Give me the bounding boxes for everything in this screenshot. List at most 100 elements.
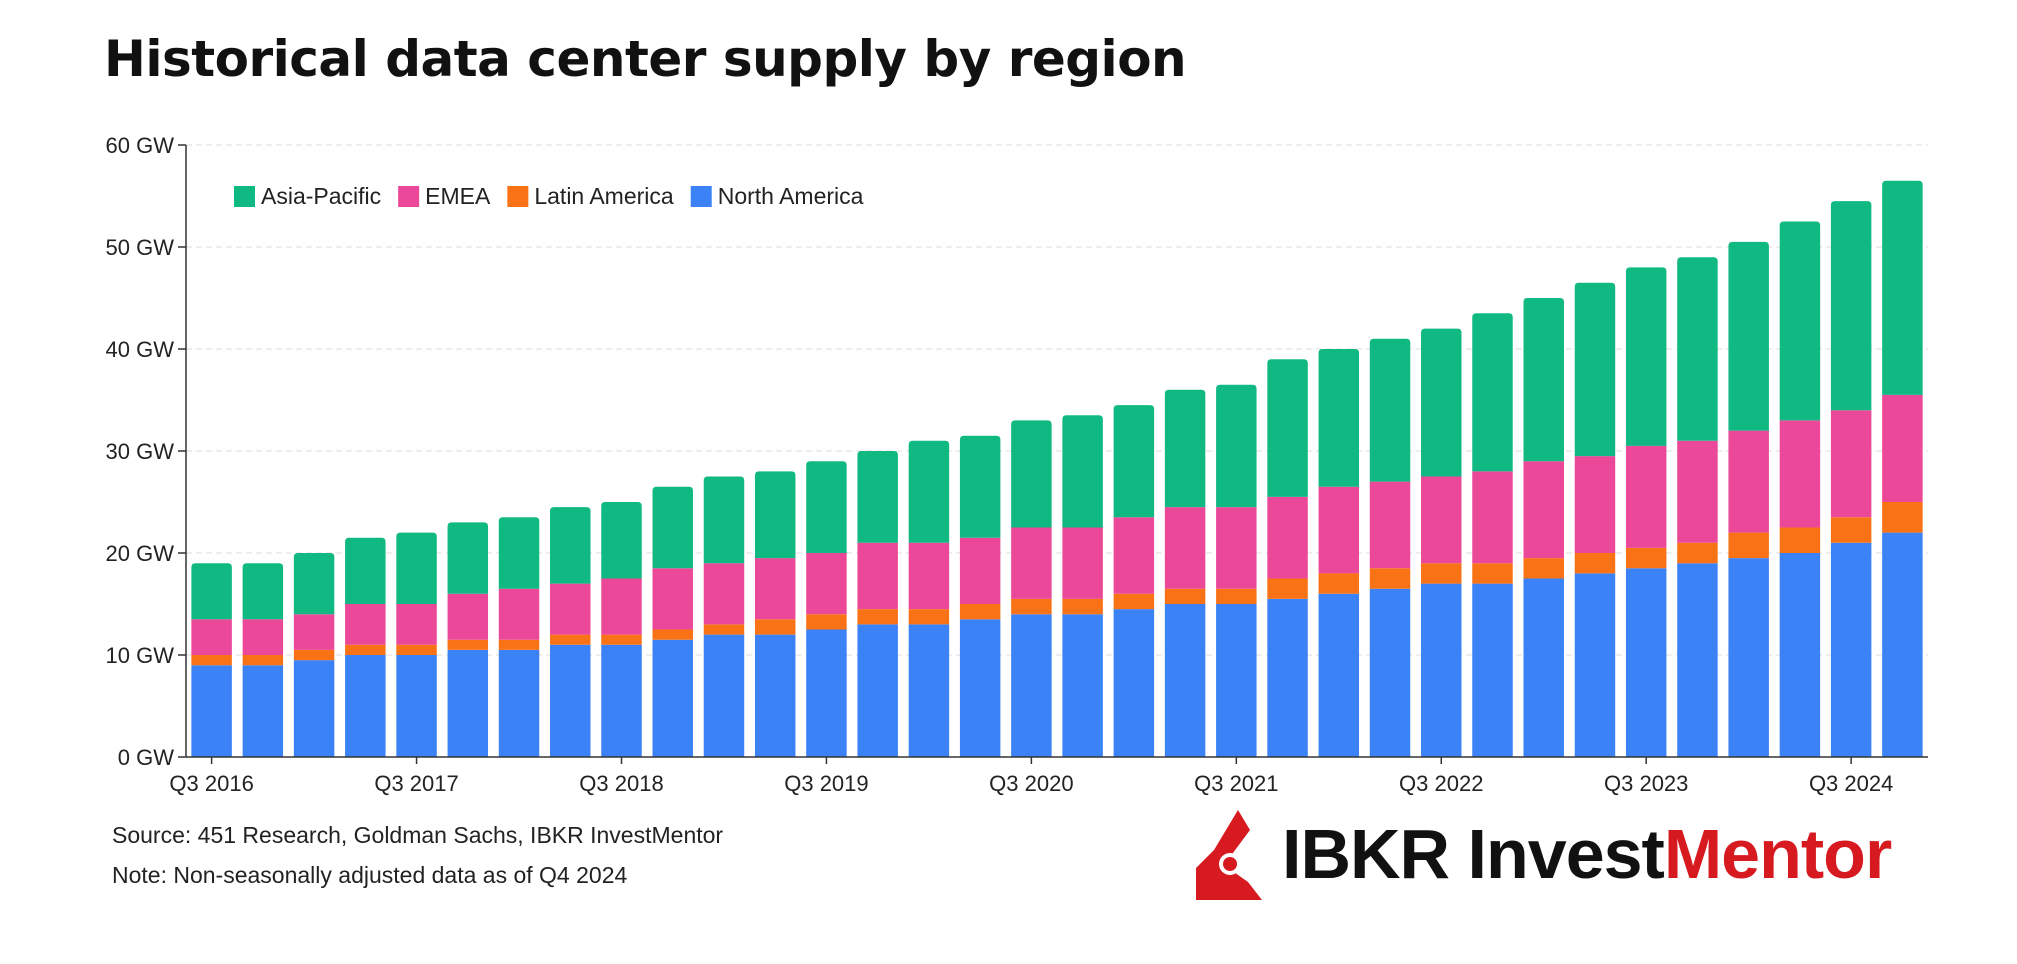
x-tick-label: Q3 2018 [579,771,663,796]
y-tick-label: 40 GW [106,337,175,362]
bar-segment [959,435,1001,538]
bar-segment [242,665,284,757]
bar-segment [447,522,489,594]
bar-segment [959,604,1001,620]
bar-segment [1369,338,1411,482]
bar-segment [703,634,745,757]
gridlines [186,144,1928,656]
bar-segment [1677,257,1718,441]
bar-segment [396,604,437,645]
bar-segment [601,644,642,757]
bar-segment [857,542,898,610]
bar-segment [1267,598,1308,757]
legend-swatch [234,186,255,207]
bar-segment [1830,542,1872,757]
bar-segment [754,558,796,620]
x-tick-label: Q3 2021 [1194,771,1278,796]
bar-segment [1728,558,1769,757]
bar-segment [1164,604,1206,757]
bar-segment [191,655,232,666]
brand-logo: IBKR InvestMentor [1190,810,1990,900]
bar-segment [1011,527,1052,599]
legend-label: EMEA [425,183,491,209]
bar-segment [1062,415,1103,528]
legend-swatch [690,186,712,207]
legend: Asia-Pacific EMEA Latin America North Ameri… [234,183,864,209]
bar-segment [1677,440,1718,543]
legend-label: Latin America [534,183,674,209]
bar-segment [652,629,693,640]
bar-segment [652,639,693,757]
bar-segment [1216,384,1257,508]
bar-segment [1216,588,1257,604]
bar-segment [652,486,693,569]
bar-segment [908,542,950,610]
bar-segment [1062,614,1103,757]
bar-segment [1625,445,1667,548]
legend-swatch [507,186,529,207]
bar-segment [1779,527,1821,553]
bar-segment [1421,328,1462,477]
bar-segment [1164,389,1206,508]
bar-segment [1113,517,1155,594]
bar-segment [1677,542,1718,564]
bar-segment [754,471,796,559]
bar-segment [1523,558,1564,579]
y-tick-label: 60 GW [106,133,175,158]
axes: 0 GW 10 GW 20 GW 30 GW 40 GW 50 GW 60 GW Q3 201… [106,133,1928,796]
bar-segment [396,532,437,604]
bar-segment [1216,604,1257,757]
bar-segment [1574,553,1616,574]
bar-segment [652,568,693,630]
bar-segment [1421,476,1462,564]
bars [191,180,1923,757]
bar-segment [498,588,540,640]
bar-segment [1882,394,1923,502]
bar-segment [1267,578,1308,599]
bar-segment [1267,359,1308,497]
y-tick-label: 30 GW [106,439,175,464]
bar-segment [857,609,898,625]
bar-segment [498,517,540,589]
bar-segment [601,634,642,645]
bar-segment [447,649,489,757]
y-tick-label: 50 GW [106,235,175,260]
bar-segment [191,665,232,757]
bar-segment [1625,568,1667,757]
bar-segment [1011,420,1052,528]
bar-segment [806,461,847,553]
bar-segment [191,619,232,655]
bar-segment [498,649,540,757]
bar-segment [1574,282,1616,457]
bar-segment [191,563,232,620]
bar-segment [1625,267,1667,446]
y-tick-label: 10 GW [106,643,175,668]
bar-segment [959,619,1001,757]
bar-segment [550,644,591,757]
bar-segment [550,583,591,635]
bar-segment [1267,496,1308,579]
bar-segment [550,634,591,645]
bar-segment [1216,507,1257,589]
bar-segment [1472,471,1513,564]
bar-segment [1472,583,1513,757]
bar-segment [1677,563,1718,757]
bar-segment [908,440,950,543]
bar-segment [293,649,335,661]
bar-segment [806,614,847,630]
bar-segment [1728,430,1769,533]
bar-segment [498,639,540,650]
bar-segment [959,537,1001,604]
bar-segment [1318,593,1360,757]
bar-segment [293,553,335,615]
logo-dot-inner [1223,857,1237,871]
bar-segment [1882,532,1923,757]
bar-segment [1113,593,1155,610]
x-tick-label: Q3 2017 [374,771,458,796]
legend-swatch [398,186,420,207]
bar-segment [1113,405,1155,518]
bar-segment [908,609,950,625]
bar-segment [345,644,386,655]
bar-segment [908,624,950,757]
